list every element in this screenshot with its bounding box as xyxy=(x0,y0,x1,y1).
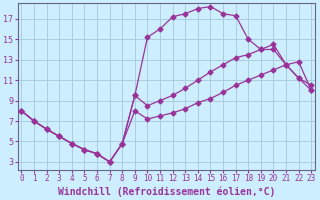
X-axis label: Windchill (Refroidissement éolien,°C): Windchill (Refroidissement éolien,°C) xyxy=(58,186,275,197)
